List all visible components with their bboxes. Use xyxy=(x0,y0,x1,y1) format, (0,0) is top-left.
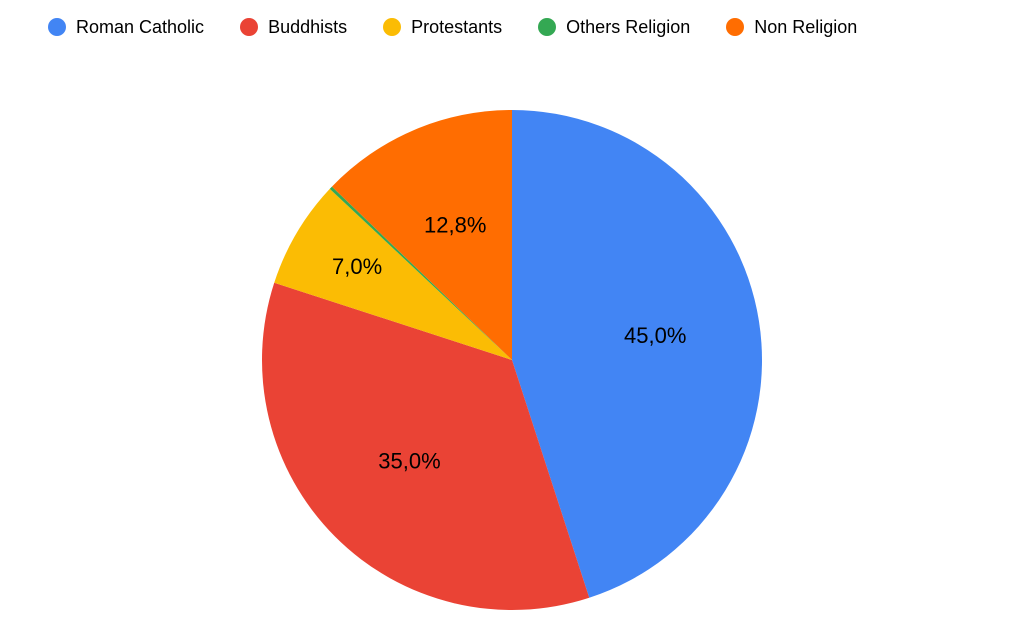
slice-pct-label: 45,0% xyxy=(624,323,686,348)
slice-pct-label: 7,0% xyxy=(332,254,382,279)
pie-chart: 45,0% 35,0% 7,0% 12,8% xyxy=(0,0,1024,633)
chart-root: Roman CatholicBuddhistsProtestantsOthers… xyxy=(0,0,1024,633)
slice-pct-label: 12,8% xyxy=(424,212,486,237)
slice-pct-label: 35,0% xyxy=(378,448,440,473)
